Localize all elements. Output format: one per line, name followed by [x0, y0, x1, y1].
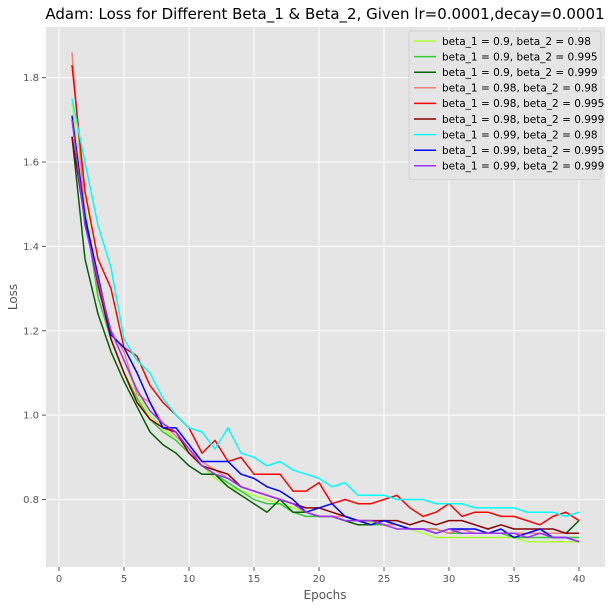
y-tick-label: 0.8: [23, 495, 39, 506]
legend: beta_1 = 0.9, beta_2 = 0.98 beta_1 = 0.9,…: [408, 30, 604, 180]
legend-entry: beta_1 = 0.98, beta_2 = 0.98: [442, 83, 598, 95]
legend-entry: beta_1 = 0.98, beta_2 = 0.999: [442, 114, 604, 126]
series-line: [71, 64, 580, 526]
legend-entry: beta_1 = 0.99, beta_2 = 0.999: [442, 161, 604, 173]
x-tick-label: 40: [573, 574, 586, 585]
legend-entry: beta_1 = 0.98, beta_2 = 0.995: [442, 98, 604, 110]
series-line: [71, 119, 580, 543]
legend-entry: beta_1 = 0.9, beta_2 = 0.98: [442, 36, 591, 48]
x-tick-label: 25: [378, 574, 391, 585]
axis-ticks: 0 5 10 15 20 25 30 35 40 0.8 1.0 1.2 1.4 1.6 1.8: [23, 73, 585, 585]
x-tick-label: 15: [248, 574, 261, 585]
x-tick-label: 20: [313, 574, 326, 585]
series-layer: [71, 52, 580, 543]
legend-entry: beta_1 = 0.9, beta_2 = 0.999: [442, 67, 598, 79]
chart-title: Adam: Loss for Different Beta_1 & Beta_2…: [45, 5, 604, 24]
series-line: [71, 115, 580, 543]
x-axis-label: Epochs: [304, 588, 347, 602]
x-tick-label: 30: [443, 574, 456, 585]
y-tick-label: 1.6: [23, 158, 39, 169]
grid: [46, 27, 605, 567]
y-tick-label: 1.4: [23, 242, 39, 253]
legend-entry: beta_1 = 0.9, beta_2 = 0.995: [442, 51, 598, 63]
x-tick-label: 0: [56, 574, 62, 585]
x-tick-label: 10: [183, 574, 196, 585]
x-tick-label: 5: [121, 574, 127, 585]
series-line: [71, 136, 579, 535]
legend-entry: beta_1 = 0.99, beta_2 = 0.995: [442, 145, 604, 157]
x-tick-label: 35: [508, 574, 521, 585]
legend-box: [408, 30, 602, 180]
y-tick-label: 1.2: [23, 326, 39, 337]
y-tick-label: 1.0: [23, 411, 39, 422]
legend-entry: beta_1 = 0.99, beta_2 = 0.98: [442, 129, 598, 141]
y-tick-label: 1.8: [23, 73, 39, 84]
y-axis-label: Loss: [6, 284, 20, 310]
series-line: [71, 98, 580, 518]
